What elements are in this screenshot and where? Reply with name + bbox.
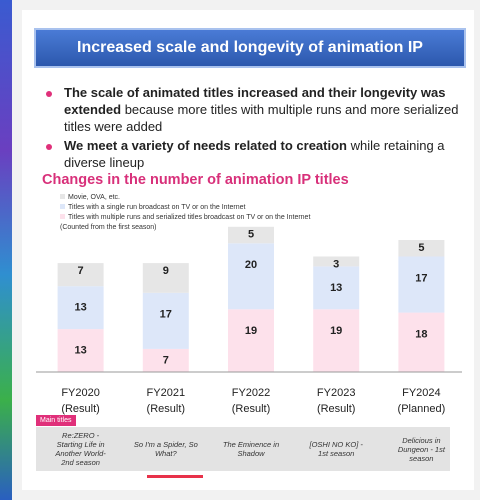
main-titles-row — [36, 427, 450, 471]
value-label: 20 — [245, 259, 257, 271]
value-label: 13 — [330, 282, 342, 294]
legend-item: Titles with a single run broadcast on TV… — [60, 204, 245, 211]
value-label: 19 — [245, 325, 257, 337]
x-tick-sublabel: (Result) — [232, 403, 271, 415]
main-title: So I'm a Spider, So What? — [133, 440, 198, 458]
value-label: 5 — [248, 229, 254, 241]
value-label: 13 — [74, 302, 86, 314]
x-tick-sublabel: (Result) — [317, 403, 356, 415]
legend-label: Titles with multiple runs and serialized… — [68, 214, 311, 221]
main-title: Re:ZERO - Starting Life in Another World… — [55, 431, 106, 467]
value-label: 7 — [78, 265, 84, 277]
bullet: The scale of animated titles increased a… — [64, 84, 464, 135]
value-label: 5 — [418, 242, 424, 254]
value-label: 17 — [160, 309, 172, 321]
value-label: 7 — [163, 354, 169, 366]
bullet-text: while retaining a diverse lineup — [64, 138, 445, 170]
bar-segment — [313, 256, 360, 267]
bar-segment — [398, 312, 445, 372]
value-label: 17 — [415, 272, 427, 284]
legend-note: (Counted from the first season) — [60, 224, 157, 231]
x-tick-sublabel: (Result) — [61, 403, 100, 415]
bar-segment — [313, 266, 360, 310]
bar-segment — [228, 243, 274, 310]
legend-swatch — [60, 204, 65, 209]
bullet-dot — [46, 91, 52, 97]
bar-segment — [57, 286, 104, 330]
x-tick-label: FY2021 — [147, 387, 186, 399]
bar-segment — [398, 240, 445, 257]
value-label: 9 — [163, 265, 169, 277]
bar-segment — [57, 263, 104, 287]
bar-segment — [142, 263, 189, 293]
bar-segment — [313, 309, 360, 372]
legend-item: Titles with multiple runs and serialized… — [60, 214, 310, 221]
bullet-dot — [46, 144, 52, 150]
bar-segment — [398, 256, 445, 313]
bar-segment — [228, 226, 274, 244]
value-label: 3 — [333, 258, 339, 270]
x-tick-label: FY2022 — [232, 387, 271, 399]
x-tick-sublabel: (Planned) — [398, 403, 446, 415]
main-title: The Eminence in Shadow — [222, 440, 280, 458]
bullet-bold: The scale of animated titles increased a… — [64, 85, 446, 117]
value-label: 18 — [415, 329, 427, 341]
bar-segment — [142, 292, 189, 349]
side-strip — [0, 0, 12, 500]
main-titles-tag: Main titles — [36, 415, 76, 426]
main-title: Delicious in Dungeon - 1st season — [397, 435, 445, 463]
chart: 13 13 7 FY2020 (Result) 7 17 9 FY2021 (Result) 19 2… — [36, 226, 462, 415]
bar-segment — [57, 329, 104, 372]
value-label: 19 — [330, 325, 342, 337]
x-tick-label: FY2020 — [61, 387, 100, 399]
legend-label: Titles with a single run broadcast on TV… — [68, 204, 246, 211]
value-label: 13 — [74, 344, 86, 356]
chart-title: Changes in the number of animation IP ti… — [42, 172, 349, 188]
main-title: [OSHI NO KO] - 1st season — [309, 440, 363, 458]
x-tick-label: FY2023 — [317, 387, 356, 399]
legend-swatch — [60, 214, 65, 219]
bullet-bold: We meet a variety of needs related to cr… — [64, 138, 347, 153]
bullet-text: because more titles with multiple runs a… — [64, 102, 459, 134]
bar-segment — [228, 309, 274, 372]
x-tick-sublabel: (Result) — [147, 403, 186, 415]
slide-title: Increased scale and longevity of animati… — [34, 28, 466, 68]
legend-label: Movie, OVA, etc. — [68, 194, 120, 201]
legend-swatch — [60, 194, 65, 199]
bar-segment — [142, 348, 189, 372]
bullet: We meet a variety of needs related to cr… — [64, 137, 464, 171]
legend-item: Movie, OVA, etc. — [60, 194, 120, 201]
underline — [147, 475, 203, 478]
x-tick-label: FY2024 — [402, 387, 441, 399]
